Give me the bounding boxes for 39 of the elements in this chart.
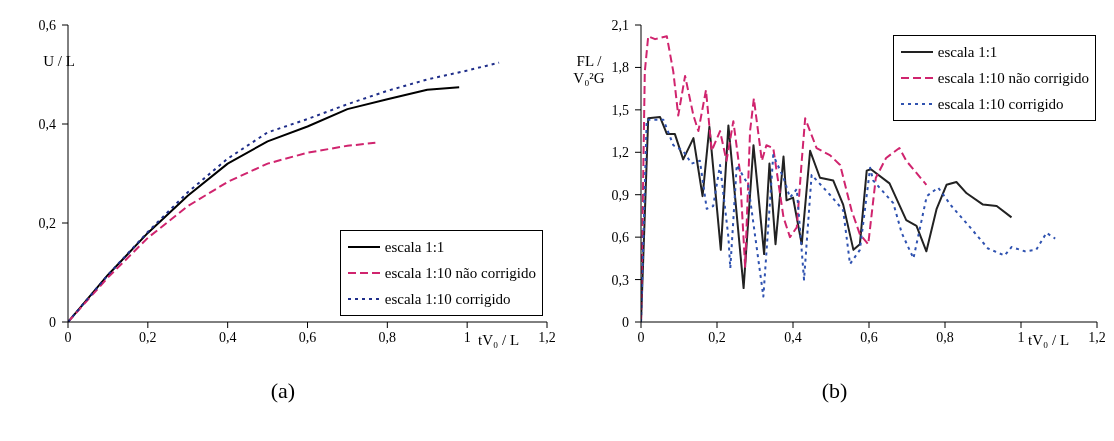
x-tick-label: 0 (64, 330, 72, 345)
y-axis-title: U / L (42, 53, 76, 70)
x-axis-title: tV₀ / L (478, 332, 520, 349)
y-axis-title: FL / V₀²G (573, 53, 605, 86)
legend-label: escala 1:10 não corrigido (937, 69, 1089, 87)
x-tick-label: 0,2 (708, 330, 726, 345)
text: (b) (820, 378, 849, 404)
legend-label: escala 1:1 (384, 238, 445, 256)
y-tick-label: 1,5 (611, 102, 629, 118)
legend-label: escala 1:10 não corrigido (384, 264, 536, 282)
y-tick-label: 0,6 (611, 230, 629, 246)
y-tick-label: 0 (49, 315, 56, 330)
y-tick-label: 1,8 (611, 60, 629, 76)
x-tick-label: 0 (637, 330, 645, 345)
text: (a) (269, 378, 297, 404)
legend-label: escala 1:10 corrigido (384, 290, 511, 308)
legend-label: escala 1:1 (937, 43, 998, 61)
x-tick-label: 1,2 (1088, 330, 1106, 345)
y-tick-label: 0,9 (611, 187, 629, 203)
legend-label: escala 1:10 corrigido (937, 95, 1064, 113)
x-tick-label: 0,6 (298, 330, 317, 345)
x-tick-label: 0,4 (218, 330, 237, 345)
x-tick-label: 1,2 (538, 330, 556, 345)
x-tick-label: 1 (463, 330, 471, 345)
line-series (68, 141, 377, 322)
x-tick-label: 0,6 (860, 330, 878, 345)
y-tick-label: 0,6 (38, 18, 56, 33)
x-axis-title: tV₀ / L (1028, 332, 1070, 349)
y-tick-label: 1,2 (611, 145, 629, 161)
x-tick-label: 0,8 (936, 330, 954, 345)
y-tick-label: 0,3 (611, 272, 629, 288)
y-tick-label: 0 (622, 315, 629, 330)
y-tick-label: 0,2 (38, 216, 56, 231)
x-tick-label: 1 (1017, 330, 1025, 345)
x-tick-label: 0,4 (784, 330, 802, 345)
y-tick-label: 2,1 (611, 18, 629, 33)
x-tick-label: 0,2 (139, 330, 157, 345)
y-tick-label: 0,4 (38, 117, 56, 132)
x-tick-label: 0,8 (378, 330, 397, 345)
